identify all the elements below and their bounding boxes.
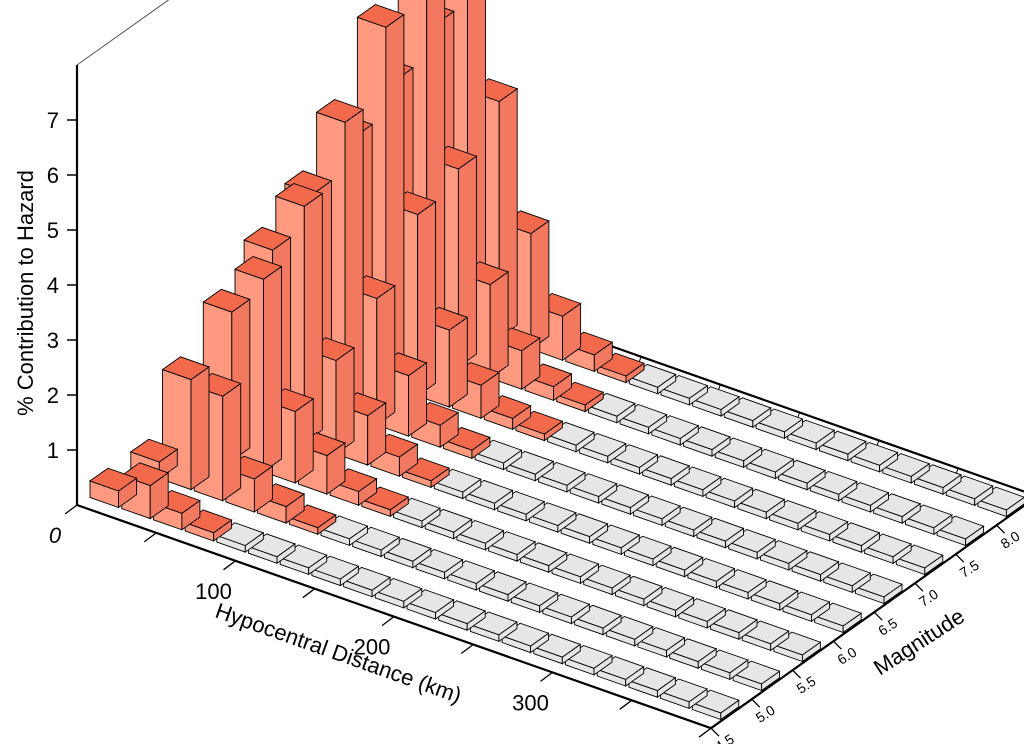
bar-top-face bbox=[202, 288, 251, 313]
bar-side-face bbox=[530, 220, 550, 350]
z-tick-label-2: 3 bbox=[47, 328, 59, 353]
x-tick-label-2: 200 bbox=[354, 635, 391, 660]
x-tick-200 bbox=[381, 616, 395, 627]
bar-top-face bbox=[234, 255, 283, 280]
y-tick-label-6: 7.5 bbox=[957, 557, 982, 581]
y-tick-2 bbox=[792, 669, 802, 679]
bar-side-face bbox=[1005, 496, 1024, 518]
bar-side-face bbox=[190, 366, 210, 491]
bar-side-face bbox=[489, 271, 509, 379]
bar-m0-d16 bbox=[596, 656, 645, 687]
bar-m6-d9 bbox=[619, 403, 668, 435]
bar-top-face bbox=[120, 462, 170, 487]
x-tick-0 bbox=[64, 504, 78, 515]
z-tick-label-0: 1 bbox=[47, 438, 59, 463]
bar-top-face bbox=[274, 182, 324, 207]
y-tick-5 bbox=[914, 582, 924, 592]
y-tick-4 bbox=[873, 611, 883, 621]
y-tick-6 bbox=[955, 553, 965, 563]
y-tick-3 bbox=[832, 640, 842, 650]
z-tick-label-6: 7 bbox=[47, 108, 59, 133]
bar-top-face bbox=[356, 3, 405, 28]
y-tick-0 bbox=[710, 727, 720, 737]
top-frame-line bbox=[76, 0, 170, 66]
x-tick-100 bbox=[223, 560, 236, 571]
x-tick-150 bbox=[302, 588, 316, 599]
bar-top-face bbox=[129, 438, 179, 463]
bar-side-face bbox=[294, 397, 314, 484]
y-tick-label-5: 7.0 bbox=[916, 586, 941, 610]
z-tick-label-3: 4 bbox=[47, 273, 59, 298]
z-tick-label-5: 6 bbox=[47, 163, 59, 188]
y-tick-label-7: 8.0 bbox=[998, 528, 1023, 552]
x-tick-400 bbox=[698, 727, 712, 738]
x-tick-250 bbox=[460, 643, 474, 655]
x-tick-50 bbox=[143, 532, 157, 543]
bar-m1-d1 bbox=[161, 356, 210, 491]
x-tick-350 bbox=[619, 699, 633, 710]
y-tick-label-1: 5.0 bbox=[753, 702, 778, 726]
z-tick-label-1: 2 bbox=[47, 383, 59, 408]
y-tick-label-3: 6.0 bbox=[834, 644, 859, 668]
x-tick-300 bbox=[540, 671, 553, 682]
z-tick-label-4: 5 bbox=[47, 218, 59, 243]
x-tick-label-0: 0 bbox=[49, 523, 62, 548]
x-tick-label-3: 300 bbox=[512, 690, 549, 715]
bar-m0-d0 bbox=[89, 467, 138, 509]
bar-m4-d6 bbox=[442, 426, 491, 460]
bar-m2-d13 bbox=[582, 564, 632, 596]
z-axis-title: % Contribution to Hazard bbox=[13, 170, 38, 416]
y-tick-label-2: 5.5 bbox=[794, 673, 819, 697]
bar-top-face bbox=[89, 467, 138, 492]
bar-side-face bbox=[222, 382, 242, 502]
bar-side-face bbox=[263, 265, 282, 473]
y-axis-title: Magnitude bbox=[869, 603, 969, 680]
bar-m0-d1 bbox=[120, 462, 170, 520]
y-tick-7 bbox=[996, 524, 1006, 534]
y-tick-label-4: 6.5 bbox=[875, 615, 900, 639]
bar-top-face bbox=[315, 98, 365, 123]
bars bbox=[89, 0, 1024, 721]
x-tick-label-1: 100 bbox=[195, 579, 232, 604]
y-tick-1 bbox=[751, 698, 761, 708]
bar-side-face bbox=[448, 316, 468, 408]
bar-top-face bbox=[161, 356, 210, 381]
bar-top-face bbox=[243, 226, 292, 251]
bar-side-face bbox=[335, 346, 355, 455]
